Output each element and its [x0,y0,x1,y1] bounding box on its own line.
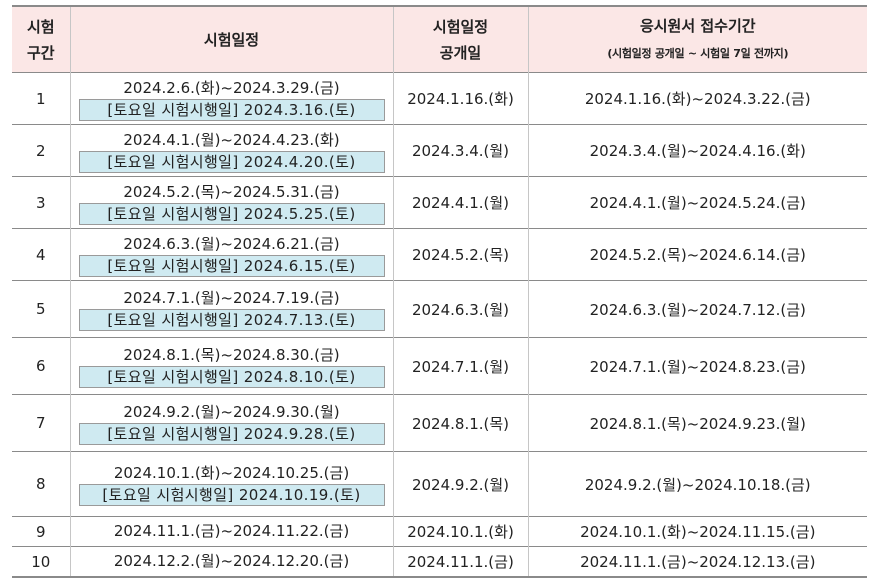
schedule-cell: 2024.9.2.(월)~2024.9.30.(월) [토요일 시험시행일] 20… [69,394,394,452]
saturday-exam-date: [토요일 시험시행일] 2024.5.25.(토) [78,202,385,225]
schedule-cell: 2024.7.1.(월)~2024.7.19.(금) [토요일 시험시행일] 20… [69,280,394,338]
schedule-cell-inner: 2024.10.1.(화)~2024.10.25.(금) [토요일 시험시행일] … [71,452,393,516]
table-row: 4 2024.6.3.(월)~2024.6.21.(금) [토요일 시험시행일] 2… [12,228,867,281]
publish-date-cell: 2024.10.1.(화) [392,516,529,547]
application-period-cell: 2024.6.3.(월)~2024.7.12.(금) [527,280,867,338]
round-cell: 3 [12,176,71,229]
saturday-exam-date: [토요일 시험시행일] 2024.6.15.(토) [78,254,385,277]
publish-date-cell: 2024.8.1.(목) [392,394,529,452]
header-round-line2: 구간 [26,43,55,62]
table-row: 5 2024.7.1.(월)~2024.7.19.(금) [토요일 시험시행일] 2… [12,280,867,338]
schedule-cell: 2024.8.1.(목)~2024.8.30.(금) [토요일 시험시행일] 20… [69,337,394,395]
round-cell: 5 [12,280,71,338]
publish-date-cell: 2024.6.3.(월) [392,280,529,338]
saturday-exam-date: [토요일 시험시행일] 2024.8.10.(토) [78,366,385,388]
header-schedule: 시험일정 [69,6,394,73]
schedule-cell: 2024.12.2.(월)~2024.12.20.(금) [69,546,394,577]
application-period-cell: 2024.3.4.(월)~2024.4.16.(화) [527,124,867,177]
saturday-exam-date: [토요일 시험시행일] 2024.3.16.(토) [78,98,385,121]
schedule-cell-inner: 2024.4.1.(월)~2024.4.23.(화) [토요일 시험시행일] 20… [71,125,393,176]
saturday-exam-date: [토요일 시험시행일] 2024.4.20.(토) [78,150,385,173]
publish-date-cell: 2024.7.1.(월) [392,337,529,395]
header-round-line1: 시험 [26,17,55,36]
schedule-cell: 2024.2.6.(화)~2024.3.29.(금) [토요일 시험시행일] 20… [69,72,394,125]
publish-date-cell: 2024.5.2.(목) [392,228,529,281]
exam-period: 2024.4.1.(월)~2024.4.23.(화) [123,130,340,149]
round-cell: 1 [12,72,71,125]
schedule-cell: 2024.11.1.(금)~2024.11.22.(금) [69,516,394,547]
table-row: 8 2024.10.1.(화)~2024.10.25.(금) [토요일 시험시행일]… [12,451,867,517]
table-row: 10 2024.12.2.(월)~2024.12.20.(금) 2024.11.1.… [12,546,867,577]
header-publish-line2: 공개일 [439,43,482,62]
table-row: 9 2024.11.1.(금)~2024.11.22.(금) 2024.10.1.(… [12,516,867,547]
header-publish-line1: 시험일정 [432,17,489,36]
exam-period: 2024.11.1.(금)~2024.11.22.(금) [113,522,350,540]
schedule-cell: 2024.10.1.(화)~2024.10.25.(금) [토요일 시험시행일] … [69,451,394,517]
exam-period: 2024.6.3.(월)~2024.6.21.(금) [123,234,340,253]
exam-period: 2024.5.2.(목)~2024.5.31.(금) [123,182,340,201]
round-cell: 9 [12,516,71,547]
schedule-cell: 2024.5.2.(목)~2024.5.31.(금) [토요일 시험시행일] 20… [69,176,394,229]
exam-period: 2024.9.2.(월)~2024.9.30.(월) [123,403,340,421]
application-period-cell: 2024.1.16.(화)~2024.3.22.(금) [527,72,867,125]
header-apply: 응시원서 접수기간 (시험일정 공개일 ~ 시험일 7일 전까지) [527,6,867,73]
exam-period: 2024.8.1.(목)~2024.8.30.(금) [123,346,340,364]
table-row: 6 2024.8.1.(목)~2024.8.30.(금) [토요일 시험시행일] 2… [12,337,867,395]
schedule-cell: 2024.4.1.(월)~2024.4.23.(화) [토요일 시험시행일] 20… [69,124,394,177]
table-row: 7 2024.9.2.(월)~2024.9.30.(월) [토요일 시험시행일] 2… [12,394,867,452]
round-cell: 6 [12,337,71,395]
application-period-cell: 2024.8.1.(목)~2024.9.23.(월) [527,394,867,452]
application-period-cell: 2024.11.1.(금)~2024.12.13.(금) [527,546,867,577]
table-row: 3 2024.5.2.(목)~2024.5.31.(금) [토요일 시험시행일] 2… [12,176,867,229]
application-period-cell: 2024.10.1.(화)~2024.11.15.(금) [527,516,867,547]
application-period-cell: 2024.5.2.(목)~2024.6.14.(금) [527,228,867,281]
saturday-exam-date: [토요일 시험시행일] 2024.9.28.(토) [78,423,385,445]
publish-date-cell: 2024.3.4.(월) [392,124,529,177]
table-row: 2 2024.4.1.(월)~2024.4.23.(화) [토요일 시험시행일] 2… [12,124,867,177]
round-cell: 10 [12,546,71,577]
saturday-exam-date: [토요일 시험시행일] 2024.7.13.(토) [78,309,385,331]
exam-period: 2024.10.1.(화)~2024.10.25.(금) [113,464,350,482]
application-period-cell: 2024.9.2.(월)~2024.10.18.(금) [527,451,867,517]
application-period-cell: 2024.4.1.(월)~2024.5.24.(금) [527,176,867,229]
exam-period: 2024.12.2.(월)~2024.12.20.(금) [113,552,350,570]
schedule-cell-inner: 2024.5.2.(목)~2024.5.31.(금) [토요일 시험시행일] 20… [71,177,393,228]
round-cell: 4 [12,228,71,281]
saturday-exam-date: [토요일 시험시행일] 2024.10.19.(토) [78,484,385,506]
schedule-cell-inner: 2024.2.6.(화)~2024.3.29.(금) [토요일 시험시행일] 20… [71,73,393,124]
exam-period: 2024.7.1.(월)~2024.7.19.(금) [123,289,340,307]
application-period-cell: 2024.7.1.(월)~2024.8.23.(금) [527,337,867,395]
publish-date-cell: 2024.11.1.(금) [392,546,529,577]
header-apply-note: (시험일정 공개일 ~ 시험일 7일 전까지) [607,46,789,60]
table-row: 1 2024.2.6.(화)~2024.3.29.(금) [토요일 시험시행일] 2… [12,72,867,125]
round-cell: 8 [12,451,71,517]
publish-date-cell: 2024.1.16.(화) [392,72,529,125]
table-body: 1 2024.2.6.(화)~2024.3.29.(금) [토요일 시험시행일] 2… [12,72,867,577]
schedule-cell-inner: 2024.8.1.(목)~2024.8.30.(금) [토요일 시험시행일] 20… [71,338,393,394]
publish-date-cell: 2024.4.1.(월) [392,176,529,229]
schedule-cell-inner: 2024.6.3.(월)~2024.6.21.(금) [토요일 시험시행일] 20… [71,229,393,280]
header-apply-line1: 응시원서 접수기간 [639,16,756,35]
round-cell: 2 [12,124,71,177]
schedule-cell-inner: 2024.7.1.(월)~2024.7.19.(금) [토요일 시험시행일] 20… [71,281,393,337]
schedule-cell-inner: 2024.9.2.(월)~2024.9.30.(월) [토요일 시험시행일] 20… [71,395,393,451]
publish-date-cell: 2024.9.2.(월) [392,451,529,517]
header-schedule-label: 시험일정 [203,30,260,49]
round-cell: 7 [12,394,71,452]
schedule-cell: 2024.6.3.(월)~2024.6.21.(금) [토요일 시험시행일] 20… [69,228,394,281]
exam-period: 2024.2.6.(화)~2024.3.29.(금) [123,78,340,97]
